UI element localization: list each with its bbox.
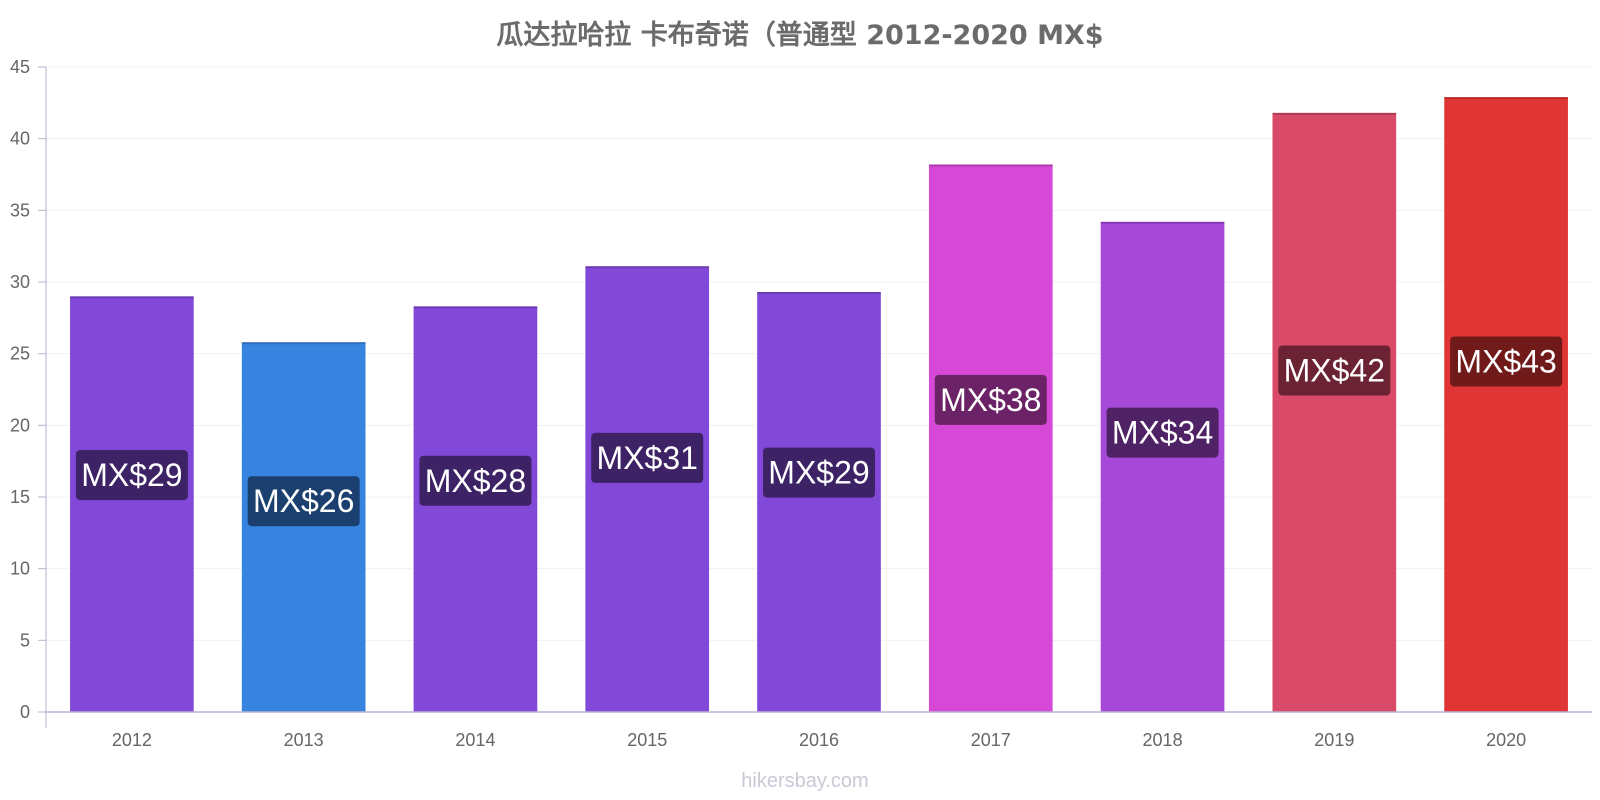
x-tick-label-2018: 2018 xyxy=(1143,730,1183,750)
value-label-box xyxy=(591,432,704,483)
bar-2015 xyxy=(585,266,710,712)
x-tick-label-2019: 2019 xyxy=(1314,730,1354,750)
y-tick-label: 20 xyxy=(10,415,30,435)
y-tick-label: 35 xyxy=(10,200,30,220)
value-label-2017: MX$38 xyxy=(940,382,1041,418)
y-tick-label: 5 xyxy=(20,630,30,650)
x-tick-label-2015: 2015 xyxy=(627,730,667,750)
bar-2018 xyxy=(1100,221,1225,713)
watermark: hikersbay.com xyxy=(741,770,868,792)
bar-2016 xyxy=(757,292,881,712)
value-label-box xyxy=(1278,345,1391,396)
y-tick-label: 10 xyxy=(10,559,30,579)
y-tick-label: 40 xyxy=(10,129,30,149)
bar-2012 xyxy=(70,296,194,712)
y-axis: 0 5 10 15 20 25 30 35 40 45 xyxy=(10,57,47,728)
value-label-box xyxy=(934,374,1047,425)
bar-2020 xyxy=(1444,97,1568,713)
value-label-box xyxy=(763,447,875,498)
bars xyxy=(70,97,1568,713)
y-tick-label: 25 xyxy=(10,344,30,364)
x-tick-label-2020: 2020 xyxy=(1486,730,1526,750)
y-tick-label: 45 xyxy=(10,57,30,77)
y-tick-label: 0 xyxy=(20,702,30,722)
value-label-2015: MX$31 xyxy=(597,440,698,476)
value-label-2016: MX$29 xyxy=(768,455,869,491)
value-labels: MX$29 MX$26 MX$28 MX$31 MX$29 MX$38 MX$34 MX$42… xyxy=(75,336,1563,527)
value-label-box xyxy=(75,450,188,501)
value-label-2019: MX$42 xyxy=(1284,352,1385,388)
value-label-2020: MX$43 xyxy=(1455,344,1556,380)
value-label-2013: MX$26 xyxy=(253,483,354,519)
value-label-2012: MX$29 xyxy=(81,457,182,493)
value-label-2018: MX$34 xyxy=(1112,415,1213,451)
bar-2017 xyxy=(928,164,1053,712)
bar-2019 xyxy=(1272,112,1397,712)
y-tick-label: 15 xyxy=(10,487,30,507)
value-label-2014: MX$28 xyxy=(425,463,526,499)
bar-2014 xyxy=(413,306,538,712)
x-tick-label-2014: 2014 xyxy=(455,730,495,750)
x-axis: 2012 2013 2014 2015 2016 2017 2018 2019 2020 xyxy=(46,711,1592,750)
value-label-box xyxy=(1106,407,1219,458)
chart-title: 瓜达拉哈拉 卡布奇诺（普通型 2012-2020 MX$ xyxy=(496,19,1103,51)
x-tick-label-2017: 2017 xyxy=(971,730,1011,750)
value-label-box xyxy=(419,455,532,506)
x-tick-label-2016: 2016 xyxy=(799,730,839,750)
x-tick-label-2012: 2012 xyxy=(112,730,152,750)
bar-2013 xyxy=(241,342,366,712)
value-label-box xyxy=(1450,336,1563,387)
x-tick-label-2013: 2013 xyxy=(284,730,324,750)
value-label-box xyxy=(247,476,360,527)
y-tick-label: 30 xyxy=(10,272,30,292)
